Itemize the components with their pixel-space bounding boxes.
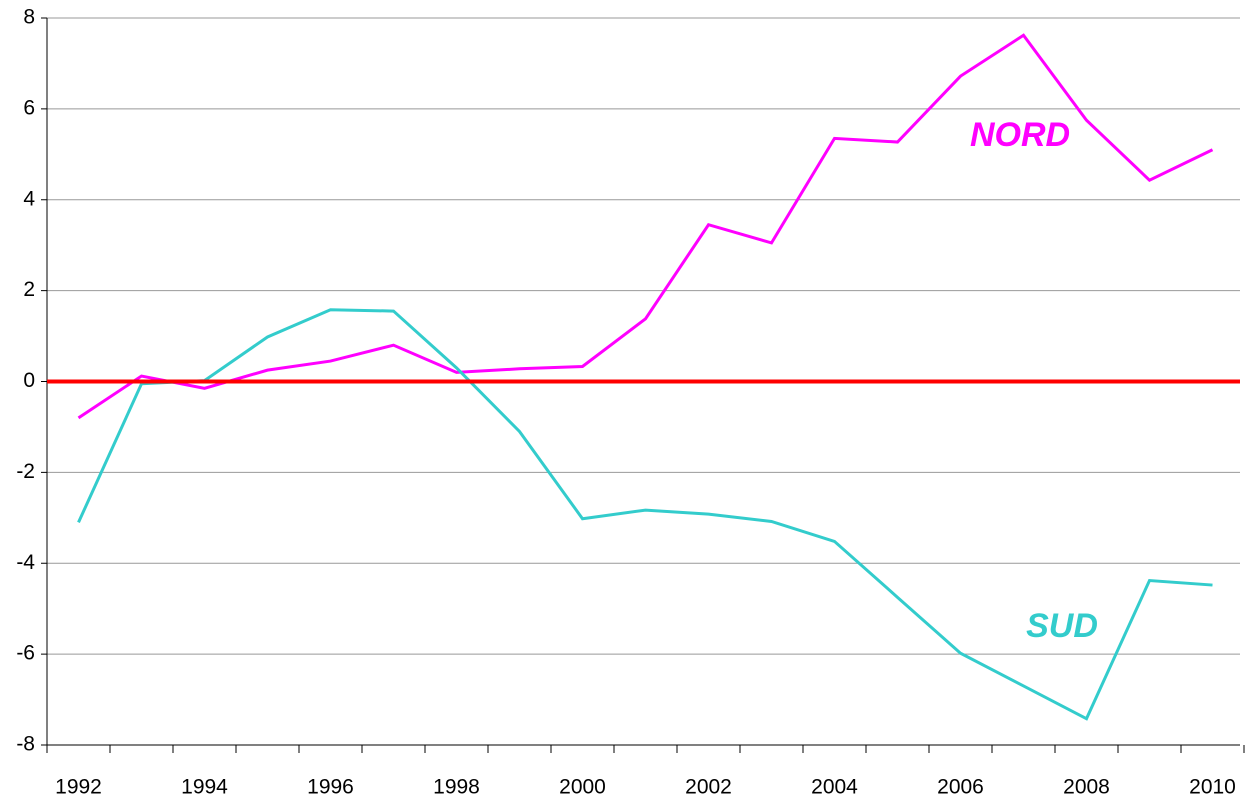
x-tick-label: 1992	[55, 776, 102, 799]
x-tick-label: 1994	[181, 776, 228, 799]
x-tick-label: 2002	[685, 776, 732, 799]
y-tick-label: -4	[16, 551, 35, 574]
series-label: SUD	[1026, 607, 1098, 645]
y-tick-label: 0	[23, 369, 35, 392]
y-tick-label: -8	[16, 733, 35, 756]
y-tick-label: 6	[23, 96, 35, 119]
x-tick-label: 1996	[307, 776, 354, 799]
y-tick-label: 4	[23, 187, 35, 210]
line-series	[77, 308, 1213, 721]
x-tick-label: 2006	[937, 776, 984, 799]
y-tick-label: -2	[16, 460, 35, 483]
x-tick-label: 2008	[1063, 776, 1110, 799]
y-tick-label: 8	[23, 6, 35, 29]
series-label: NORD	[970, 116, 1070, 154]
line-series	[77, 33, 1214, 420]
x-tick-label: 1998	[433, 776, 480, 799]
y-tick-label: -6	[16, 642, 35, 665]
x-tick-label: 2010	[1189, 776, 1236, 799]
y-tick-label: 2	[23, 278, 35, 301]
x-tick-label: 2000	[559, 776, 606, 799]
x-tick-label: 2004	[811, 776, 858, 799]
